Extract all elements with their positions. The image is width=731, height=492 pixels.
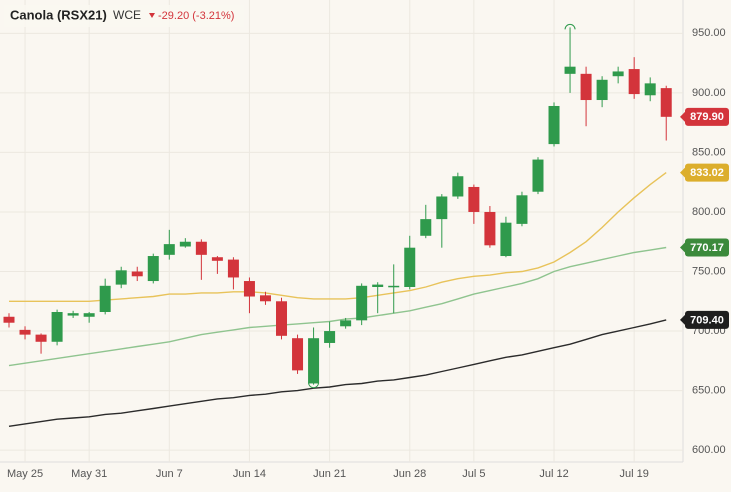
candle-body [404, 247, 416, 287]
candle-body [211, 257, 223, 261]
y-tick-label: 900.00 [692, 87, 726, 99]
close-badge-tip [680, 110, 686, 123]
ma-badge-bg [685, 310, 729, 329]
candle-body [195, 241, 207, 255]
x-tick-label: Jul 5 [462, 468, 485, 480]
plot [0, 0, 683, 462]
candle-body [548, 105, 560, 145]
candle-body [580, 73, 592, 101]
candle-body [163, 244, 175, 255]
candle-body [19, 329, 31, 335]
candle-body [83, 313, 95, 317]
x-tick-label: Jun 7 [156, 468, 183, 480]
ma-badge: 833.02 [690, 167, 724, 179]
close-badge: 879.90 [690, 111, 724, 123]
candle-body [532, 159, 544, 192]
change: -29.20 (-3.21%) [158, 10, 234, 22]
ma-badge-tip [680, 313, 686, 326]
ma-badge-bg [685, 238, 729, 257]
ma-badge: 709.40 [690, 314, 724, 326]
x-tick-label: Jun 28 [393, 468, 426, 480]
candle-body [372, 284, 384, 287]
y-tick-label: 750.00 [692, 265, 726, 277]
candle-body [420, 219, 432, 236]
y-tick-label: 600.00 [692, 444, 726, 456]
candle-body [644, 83, 656, 96]
candle-body [131, 271, 143, 277]
candle-body [67, 313, 79, 316]
close-badge-bg [685, 107, 729, 126]
candle-body [340, 320, 352, 327]
candle-body [356, 285, 368, 321]
x-tick-label: Jun 14 [233, 468, 266, 480]
moving-average [8, 319, 667, 427]
ma-badge-bg [685, 163, 729, 182]
header-bg [4, 5, 244, 27]
candle-body [292, 338, 304, 371]
candle-body [612, 71, 624, 77]
x-tick-label: Jun 21 [313, 468, 346, 480]
ma-badge: 770.17 [690, 242, 724, 254]
candle-body [51, 312, 63, 342]
candle-body [179, 241, 191, 247]
candle-body [3, 316, 15, 323]
high-marker [564, 23, 576, 30]
candle-body [259, 295, 271, 302]
candle-body [227, 259, 239, 278]
candle-body [468, 186, 480, 212]
candle-body [243, 281, 255, 297]
y-tick-label: 850.00 [692, 146, 726, 158]
ma-badge-tip [680, 166, 686, 179]
exchange: WCE [113, 8, 141, 22]
low-marker [308, 382, 320, 389]
candle-body [500, 222, 512, 257]
candle-body [596, 79, 608, 101]
candle-body [99, 285, 111, 312]
candle-body [147, 256, 159, 282]
candle-body [324, 331, 336, 343]
candle-body [452, 176, 464, 197]
candle-body [660, 88, 672, 117]
candle-body [115, 270, 127, 285]
candle-body [35, 334, 47, 342]
candle-body [516, 195, 528, 224]
candle-body [308, 338, 320, 384]
x-tick-label: May 25 [7, 468, 43, 480]
candle-body [628, 69, 640, 95]
x-tick-label: Jul 19 [619, 468, 648, 480]
candle-body [484, 211, 496, 246]
candle-body [276, 301, 288, 336]
chart-title: Canola (RSX21) [10, 7, 107, 22]
candle-body [436, 196, 448, 220]
y-tick-label: 650.00 [692, 385, 726, 397]
x-tick-label: May 31 [71, 468, 107, 480]
moving-average [8, 246, 667, 367]
y-tick-label: 800.00 [692, 206, 726, 218]
down-arrow [149, 13, 155, 18]
x-tick-label: Jul 12 [539, 468, 568, 480]
y-tick-label: 950.00 [692, 27, 726, 39]
candle-body [564, 66, 576, 74]
moving-average [9, 172, 667, 302]
candle-body [388, 285, 400, 288]
ma-badge-tip [680, 241, 686, 254]
